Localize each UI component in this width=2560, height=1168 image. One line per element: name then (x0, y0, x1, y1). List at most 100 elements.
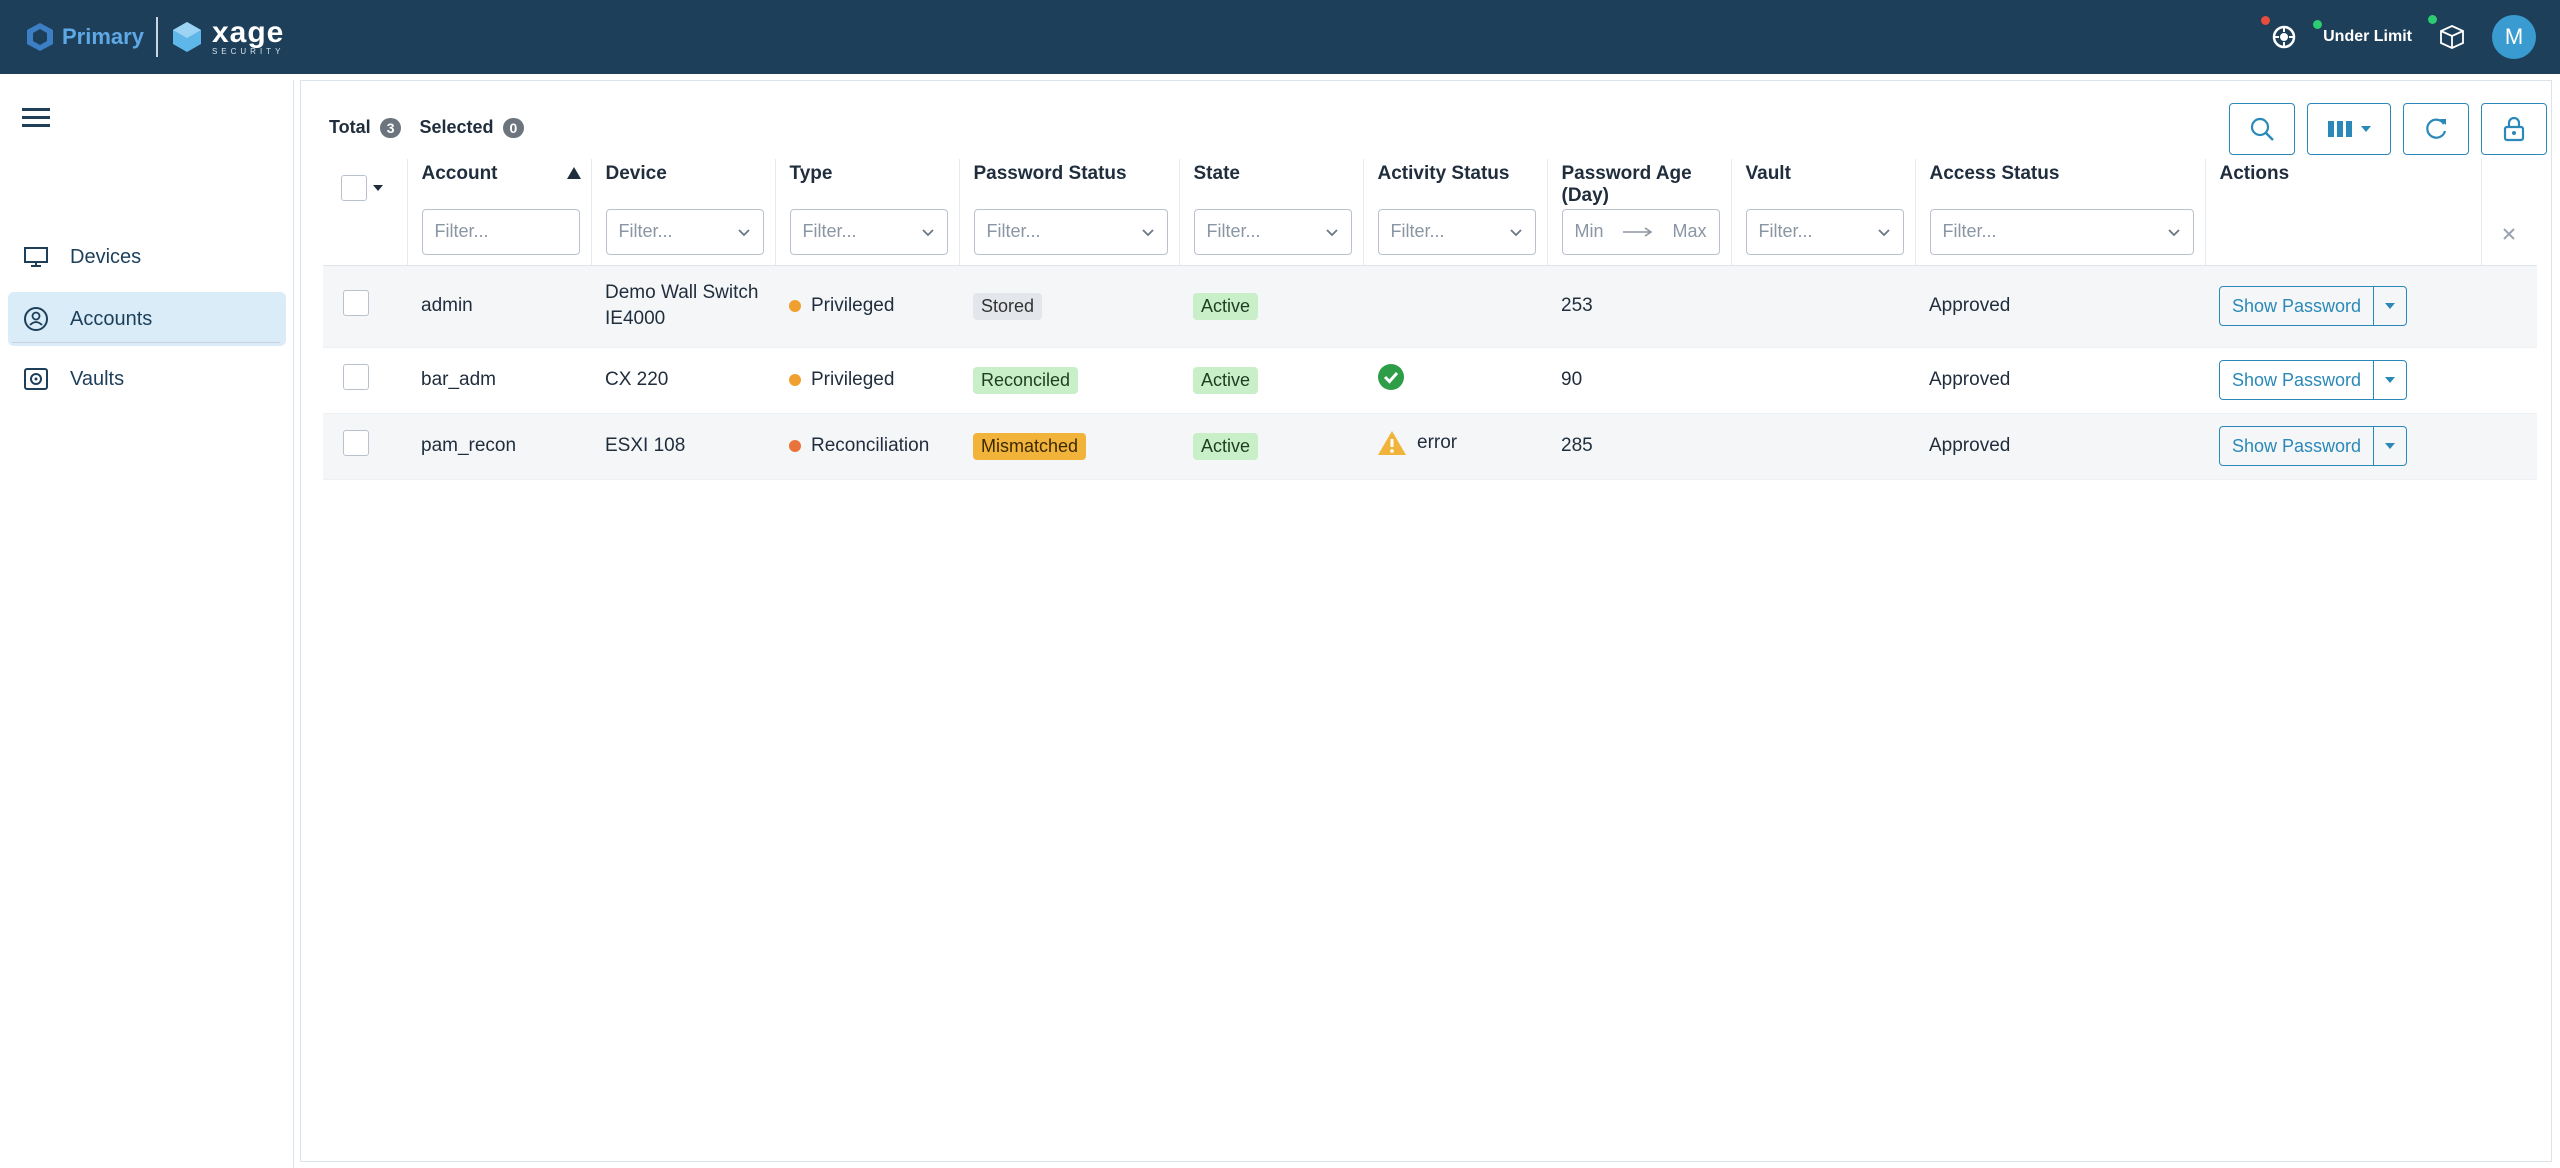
sidebar-item-label: Devices (70, 245, 142, 268)
filter-placeholder: Filter... (1390, 221, 1445, 241)
cell-state: Active (1179, 347, 1363, 414)
menu-icon[interactable] (22, 108, 50, 128)
actions-dropdown-button[interactable] (2374, 427, 2406, 465)
license-label: Under Limit (2323, 28, 2412, 45)
cell-vault (1731, 347, 1915, 414)
filter-placeholder: Filter... (1206, 221, 1261, 241)
package-status[interactable] (2428, 15, 2466, 51)
vault-filter[interactable]: Filter... (1745, 208, 1904, 255)
cell-password-age: 90 (1547, 347, 1731, 414)
cell-device: CX 220 (591, 347, 775, 414)
cell-device: ESXI 108 (591, 413, 775, 480)
primary-logo: Primary (24, 21, 144, 53)
columns-button[interactable] (2307, 103, 2391, 155)
col-activity-status-label: Activity Status (1377, 163, 1510, 184)
cell-empty (2481, 265, 2537, 348)
chevron-down-icon (1141, 228, 1154, 236)
show-password-button[interactable]: Show Password (2220, 427, 2375, 465)
type-filter[interactable]: Filter... (789, 208, 948, 255)
row-checkbox[interactable] (343, 290, 369, 316)
account-circle-icon (24, 307, 48, 331)
sort-asc-icon[interactable] (566, 167, 581, 179)
select-all-checkbox[interactable] (341, 175, 367, 201)
show-password-group: Show Password (2219, 426, 2408, 466)
table-row[interactable]: pam_recon ESXI 108 Reconciliation Mismat… (323, 413, 2537, 480)
show-password-button[interactable]: Show Password (2220, 361, 2375, 399)
cell-vault (1731, 265, 1915, 348)
network-status[interactable] (2261, 16, 2297, 50)
actions-dropdown-button[interactable] (2374, 287, 2406, 325)
actions-dropdown-button[interactable] (2374, 361, 2406, 399)
row-checkbox[interactable] (343, 430, 369, 456)
top-bar: Primary xage SECURITY Under Limit (0, 0, 2560, 74)
col-activity-status[interactable]: Activity Status Filter... (1362, 159, 1547, 266)
state-filter[interactable]: Filter... (1193, 208, 1352, 255)
chevron-down-icon (1877, 228, 1890, 236)
col-type[interactable]: Type Filter... (774, 159, 959, 266)
table-toolbar (2229, 103, 2547, 155)
table-row[interactable]: admin Demo Wall Switch IE4000 Privileged… (323, 265, 2537, 348)
selected-badge: 0 (502, 118, 525, 138)
total-label: Total (329, 117, 371, 137)
col-password-age-label: Password Age (Day) (1561, 163, 1692, 206)
col-password-age[interactable]: Password Age (Day) Min Max (1546, 159, 1731, 266)
col-account[interactable]: Account Filter... (406, 159, 591, 266)
selected-count: Selected 0 (419, 117, 525, 138)
alert-dot (2261, 16, 2271, 25)
col-actions: Actions (2204, 159, 2481, 266)
type-label: Privileged (811, 295, 895, 316)
accounts-panel: Total 3 Selected 0 (300, 80, 2552, 1162)
warning-icon (1378, 431, 1406, 455)
col-password-status[interactable]: Password Status Filter... (958, 159, 1179, 266)
password-status-tag: Mismatched (973, 432, 1087, 460)
row-select (323, 413, 407, 480)
total-count: Total 3 (329, 117, 402, 138)
caret-down-icon[interactable] (373, 185, 383, 191)
max-input[interactable]: Max (1672, 221, 1707, 241)
password-status-filter[interactable]: Filter... (973, 208, 1168, 255)
col-state[interactable]: State Filter... (1178, 159, 1363, 266)
col-vault-label: Vault (1745, 163, 1791, 184)
total-badge: 3 (379, 118, 402, 138)
type-label: Privileged (811, 369, 895, 390)
caret-down-icon (2385, 303, 2396, 309)
caret-down-icon (2385, 377, 2396, 383)
sidebar-item-devices[interactable]: Devices (8, 230, 286, 284)
col-vault[interactable]: Vault Filter... (1730, 159, 1915, 266)
cell-account: admin (407, 265, 591, 348)
show-password-group: Show Password (2219, 286, 2408, 326)
close-icon[interactable] (2502, 227, 2516, 241)
activity-status-filter[interactable]: Filter... (1377, 208, 1536, 255)
check-circle-icon (1378, 364, 1404, 390)
vault-icon (24, 368, 48, 390)
lock-icon (2503, 116, 2525, 142)
table-row[interactable]: bar_adm CX 220 Privileged Reconciled Act… (323, 347, 2537, 414)
search-button[interactable] (2229, 103, 2295, 155)
col-access-status[interactable]: Access Status Filter... (1914, 159, 2205, 266)
col-state-label: State (1193, 163, 1240, 184)
show-password-button[interactable]: Show Password (2220, 287, 2375, 325)
device-filter[interactable]: Filter... (605, 208, 764, 255)
user-avatar[interactable]: M (2492, 15, 2536, 59)
min-input[interactable]: Min (1574, 221, 1604, 241)
sidebar-item-vaults[interactable]: Vaults (8, 352, 286, 406)
col-device[interactable]: Device Filter... (590, 159, 775, 266)
cell-type: Reconciliation (775, 413, 959, 480)
refresh-button[interactable] (2403, 103, 2469, 155)
filter-placeholder: Filter... (1758, 221, 1813, 241)
select-all-header (323, 159, 407, 266)
chevron-down-icon (737, 228, 750, 236)
row-checkbox[interactable] (343, 364, 369, 390)
cell-empty (2481, 347, 2537, 414)
sidebar-item-accounts[interactable]: Accounts (8, 292, 286, 346)
primary-logo-icon (27, 23, 53, 51)
cell-state: Active (1179, 413, 1363, 480)
account-filter[interactable]: Filter... (421, 208, 580, 255)
license-status: Under Limit (2313, 20, 2412, 46)
brand[interactable]: Primary xage SECURITY (24, 0, 284, 74)
lock-button[interactable] (2481, 103, 2547, 155)
col-access-status-label: Access Status (1929, 163, 2060, 184)
access-status-filter[interactable]: Filter... (1929, 208, 2194, 255)
caret-down-icon (2361, 126, 2371, 132)
row-select (323, 347, 407, 414)
